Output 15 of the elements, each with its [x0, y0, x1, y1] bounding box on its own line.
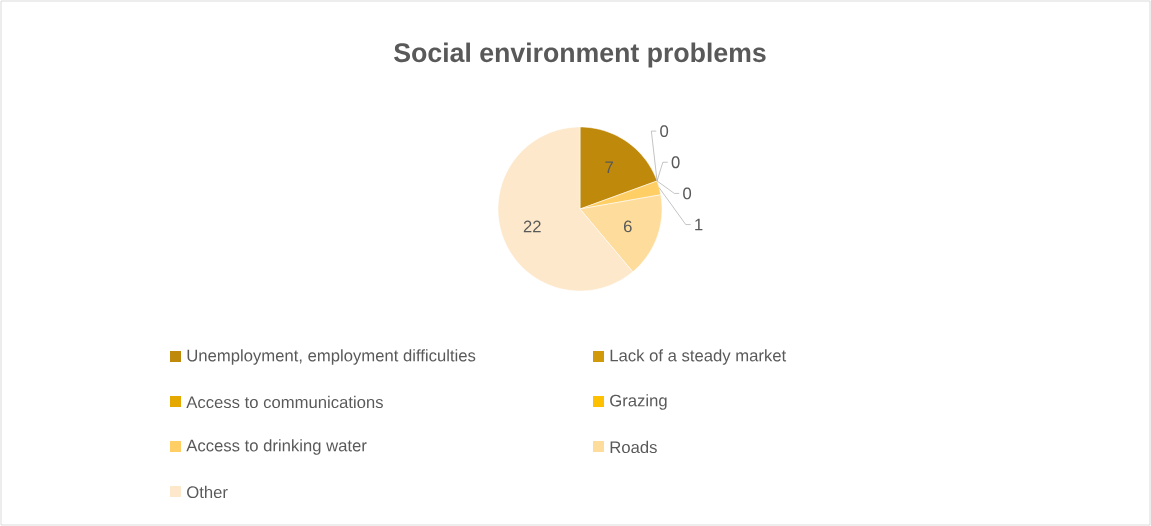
chart-title: Social environment problems	[394, 42, 766, 68]
legend-label: Lack of a steady market	[610, 349, 787, 365]
legend-label: Unemployment, employment difficulties	[187, 349, 476, 365]
text: 0	[660, 125, 669, 137]
data-label: 7	[605, 161, 613, 174]
legend-label: Access to drinking water	[186, 439, 367, 455]
legend-label: Access to communications	[186, 395, 383, 409]
text: 0	[671, 156, 680, 169]
legend-label: Other	[187, 485, 228, 499]
legend-label: Grazing	[610, 394, 667, 410]
legend-label: Roads	[610, 440, 657, 454]
data-label: 6	[623, 220, 632, 233]
data-label: 22	[523, 220, 541, 233]
data-label: 1	[695, 218, 703, 231]
text: 0	[683, 187, 692, 200]
